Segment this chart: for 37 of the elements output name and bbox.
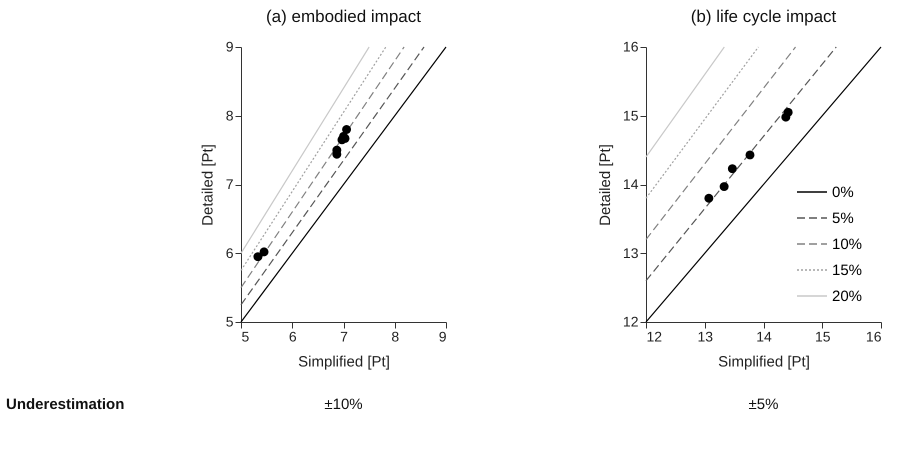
text: ±5% bbox=[748, 396, 778, 413]
x-tick-label: 8 bbox=[391, 328, 400, 344]
x-tick-label: 9 bbox=[438, 328, 447, 344]
y-tick-label: 13 bbox=[622, 244, 639, 261]
y-tick-label: 8 bbox=[226, 107, 234, 124]
y-tick-label: 16 bbox=[622, 38, 639, 54]
x-tick-label: 6 bbox=[288, 328, 297, 344]
x-axis-title: Simplified [Pt] bbox=[298, 354, 390, 370]
x-tick-label: 15 bbox=[814, 328, 831, 344]
x-tick-label: 7 bbox=[340, 328, 348, 344]
y-tick-label: 6 bbox=[226, 244, 234, 261]
y-tick-label: 14 bbox=[622, 176, 639, 192]
y-axis-title: Detailed [Pt] bbox=[596, 144, 614, 226]
point bbox=[260, 247, 269, 256]
y-tick-label: 9 bbox=[226, 38, 234, 54]
y-tick-label: 15 bbox=[622, 107, 639, 124]
x-axis-title: Simplified [Pt] bbox=[718, 354, 810, 370]
text: ±10% bbox=[324, 396, 363, 413]
y-tick-label: 12 bbox=[622, 314, 639, 330]
point bbox=[342, 125, 352, 134]
legend-label: 20% bbox=[832, 288, 862, 305]
legend-label: 5% bbox=[832, 210, 854, 227]
legend-label: 10% bbox=[832, 236, 862, 253]
y-axis-title: Detailed [Pt] bbox=[200, 144, 217, 226]
text: Underestimation bbox=[6, 396, 124, 413]
y-tick-label: 7 bbox=[226, 176, 234, 192]
legend-label: 0% bbox=[832, 184, 854, 201]
y-tick-label: 5 bbox=[226, 314, 234, 330]
chart-title: (b) life cycle impact bbox=[690, 7, 837, 26]
point bbox=[253, 252, 262, 262]
x-tick-label: 13 bbox=[697, 328, 714, 344]
x-tick-label: 16 bbox=[866, 328, 882, 344]
x-tick-label: 14 bbox=[756, 328, 772, 344]
legend-label: 15% bbox=[832, 262, 862, 279]
x-tick-label: 5 bbox=[242, 328, 250, 344]
chart-title: (a) embodied impact bbox=[266, 7, 422, 26]
x-tick-label: 12 bbox=[646, 328, 662, 344]
